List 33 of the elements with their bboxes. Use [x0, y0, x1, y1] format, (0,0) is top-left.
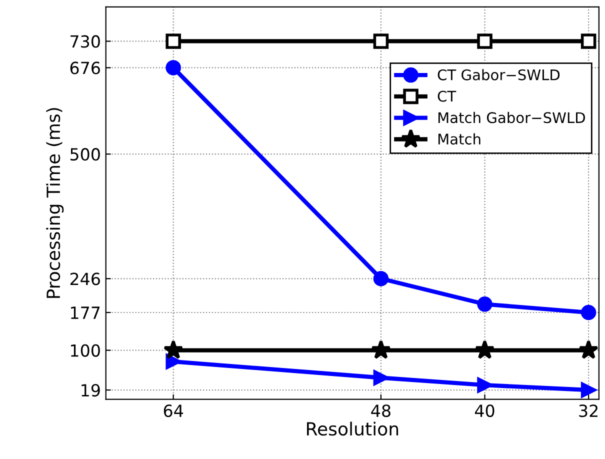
point: [578, 340, 599, 359]
y-tick-label: 246: [70, 272, 100, 286]
point: [166, 354, 181, 370]
point: [373, 271, 389, 286]
point: [580, 382, 596, 398]
point: [477, 377, 492, 393]
legend-label: Match: [438, 133, 480, 145]
x-tick-label: 64: [164, 404, 184, 418]
point: [166, 34, 181, 49]
point: [373, 34, 389, 49]
x-tick-label: 32: [579, 404, 598, 418]
y-tick-label: 500: [70, 148, 100, 161]
legend-label: CT Gabor−SWLD: [438, 69, 560, 80]
y-axis-title: Processing Time (ms): [46, 108, 64, 298]
y-tick-label: 730: [70, 35, 100, 48]
y-tick-label: 676: [70, 62, 100, 74]
point: [474, 340, 495, 359]
point: [163, 340, 184, 359]
y-tick-label: 100: [71, 344, 100, 357]
legend-label: Match Gabor−SWLD: [438, 112, 585, 124]
point: [477, 34, 492, 49]
y-tick-label: 177: [71, 306, 100, 319]
y-tick-label: 19: [82, 384, 100, 397]
point: [166, 60, 181, 76]
point: [373, 370, 389, 386]
point: [580, 34, 596, 49]
x-axis-title: Resolution: [307, 422, 398, 436]
x-tick-label: 48: [371, 404, 390, 418]
point: [580, 304, 596, 320]
point: [477, 296, 492, 312]
x-tick-label: 40: [474, 404, 494, 418]
point: [370, 340, 391, 359]
legend-label: CT: [438, 90, 456, 102]
